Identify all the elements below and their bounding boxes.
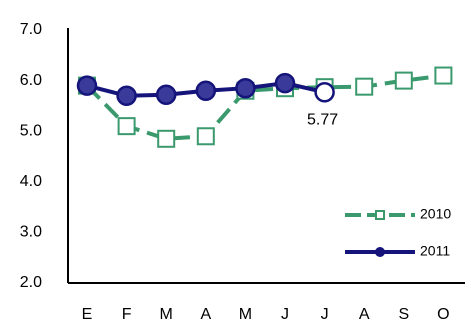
marker <box>196 127 215 146</box>
y-tick-label: 7.0 <box>20 21 42 38</box>
data-label: 5.77 <box>307 111 338 128</box>
y-tick-label: 4.0 <box>20 173 42 190</box>
legend-label: 2010 <box>420 206 451 222</box>
x-tick-label: E <box>82 306 93 323</box>
legend-label: 2011 <box>420 243 450 259</box>
legend-marker <box>375 247 385 257</box>
y-tick-label: 3.0 <box>20 224 42 241</box>
x-tick-label: J <box>321 306 329 323</box>
marker <box>235 77 256 99</box>
marker <box>117 117 136 136</box>
marker <box>434 66 453 85</box>
marker <box>314 81 335 103</box>
marker <box>76 75 98 96</box>
series-line <box>85 73 444 141</box>
marker <box>116 85 137 107</box>
x-tick-label: M <box>239 306 252 323</box>
y-tick-label: 2.0 <box>20 274 42 291</box>
x-tick-label: O <box>437 306 449 323</box>
marker <box>274 72 296 94</box>
marker <box>195 80 217 101</box>
marker <box>155 84 177 106</box>
y-tick-label: 5.0 <box>20 122 42 139</box>
x-tick-label: A <box>359 306 370 323</box>
x-tick-label: M <box>160 306 173 323</box>
legend-marker <box>375 210 385 220</box>
marker <box>355 77 374 96</box>
x-tick-label: S <box>398 306 409 323</box>
y-tick-label: 6.0 <box>20 72 42 89</box>
x-tick-label: F <box>122 306 132 323</box>
x-tick-label: J <box>281 306 289 323</box>
marker <box>394 71 413 90</box>
marker <box>157 129 176 148</box>
x-tick-label: A <box>200 306 211 323</box>
